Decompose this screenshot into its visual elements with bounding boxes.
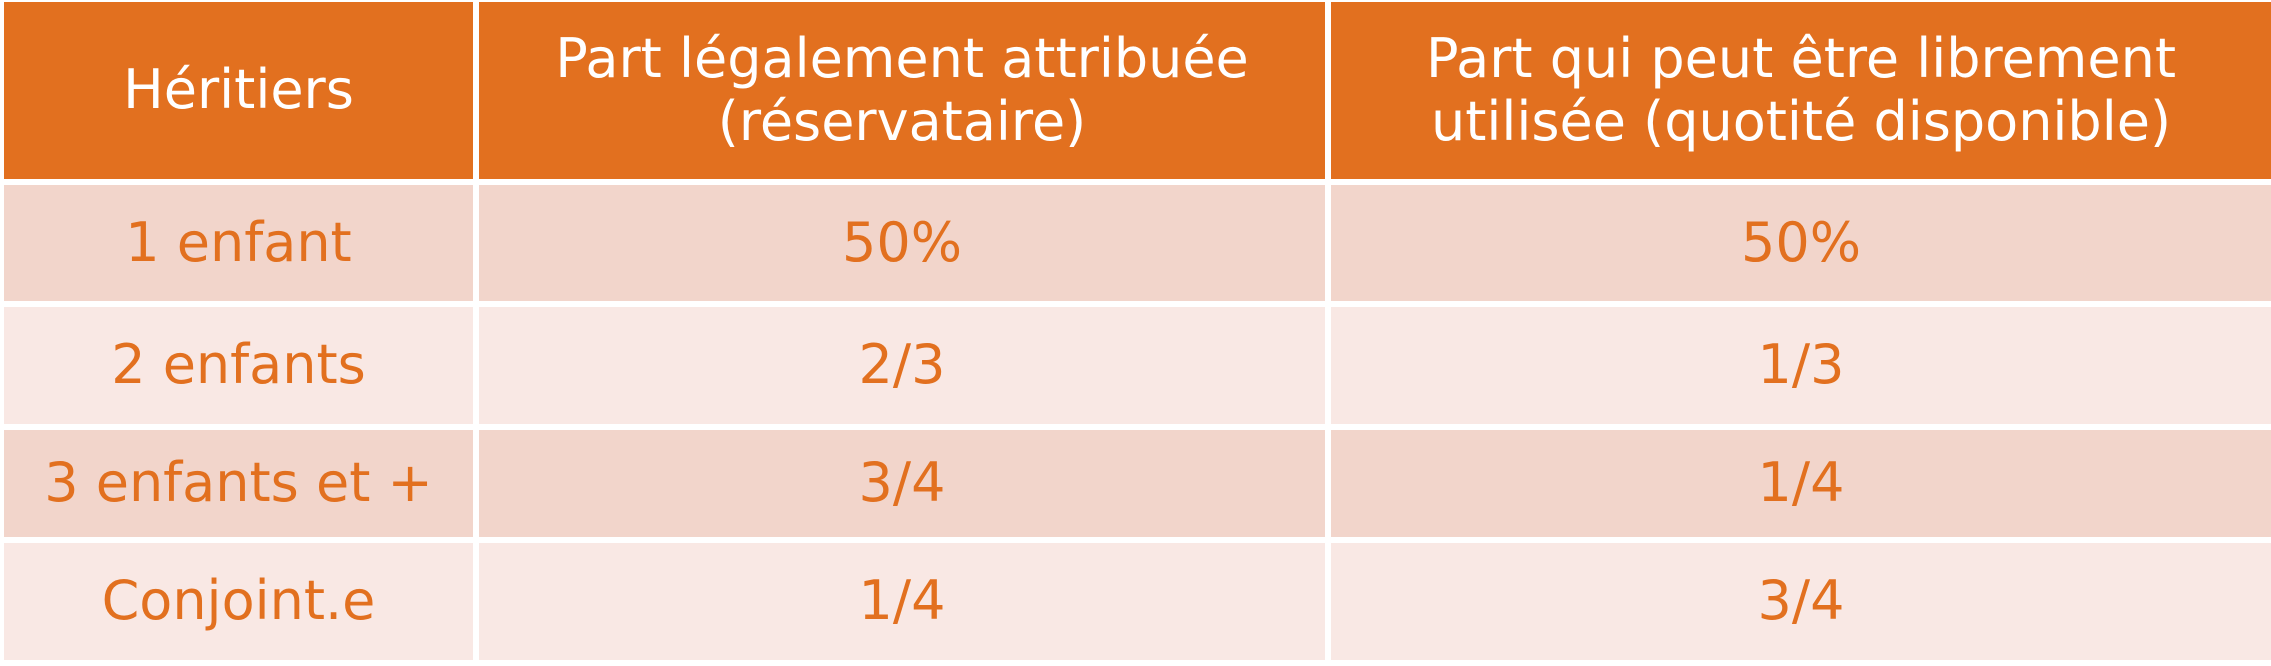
- header-cell: Part qui peut être librement utilisée (q…: [1331, 2, 2271, 179]
- table-cell: 2/3: [479, 307, 1325, 424]
- table-cell: 1 enfant: [4, 185, 473, 301]
- table-cell: 1/3: [1331, 307, 2271, 424]
- table-cell: 3 enfants et +: [4, 430, 473, 537]
- table-cell: Conjoint.e: [4, 543, 473, 660]
- table-cell: 1/4: [479, 543, 1325, 660]
- table-cell: 3/4: [1331, 543, 2271, 660]
- header-cell: Part légalement attribuée (réservataire): [479, 2, 1325, 179]
- table-cell: 50%: [1331, 185, 2271, 301]
- header-cell: Héritiers: [4, 2, 473, 179]
- table-cell: 3/4: [479, 430, 1325, 537]
- table-cell: 2 enfants: [4, 307, 473, 424]
- table-cell: 1/4: [1331, 430, 2271, 537]
- table-cell: 50%: [479, 185, 1325, 301]
